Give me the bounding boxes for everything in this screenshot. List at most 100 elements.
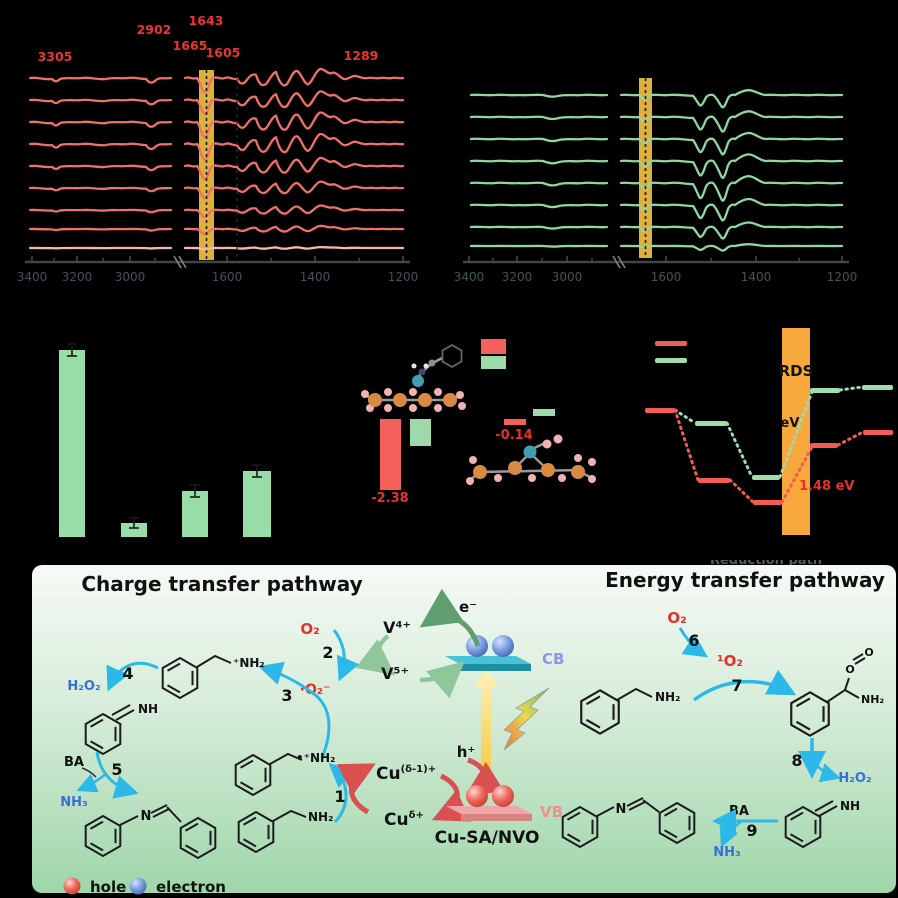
- molecule-peroxide-intermediate: O O NH₂: [790, 646, 884, 737]
- molecule-benzylimine-left: NH: [84, 702, 158, 755]
- axis-break-mark: [612, 255, 621, 269]
- step-7: 7: [731, 676, 742, 695]
- arrow-nh3-release-left: [76, 773, 107, 793]
- step-3: 3: [281, 686, 292, 705]
- molecule-radical-cation: •⁺NH₂: [234, 751, 335, 796]
- arrow-step-3: [258, 661, 331, 759]
- value-label-2: -0.14: [495, 428, 532, 443]
- ftir-trace-light: [28, 245, 405, 251]
- nh2-radical-cation-label: •⁺NH₂: [296, 751, 335, 765]
- ftir-trace: [28, 156, 405, 180]
- hole-sphere: [466, 785, 488, 807]
- catalyst-label: Cu-SA/NVO: [435, 828, 540, 848]
- ftir-traces-red: [28, 67, 405, 251]
- n-label-right: N: [616, 802, 627, 817]
- electron-symbol: e⁻: [459, 598, 477, 616]
- cu-oxidized-sup: δ+: [409, 810, 424, 821]
- ftir-trace: [469, 221, 844, 240]
- hole-legend-sphere: [63, 877, 81, 895]
- bar-2: [121, 523, 147, 537]
- tick-label: 3200: [502, 270, 533, 284]
- ev-label: eV: [781, 416, 800, 431]
- arrow-step-6: [678, 627, 708, 658]
- bar-red-1: [380, 419, 401, 490]
- panel-b-ftir-green: 3400 3200 3000 1600 1400 1200: [454, 78, 858, 284]
- arrow-v4-to-v5: [355, 634, 396, 676]
- tick-label: 1400: [300, 270, 331, 284]
- v5-label: V⁵⁺: [381, 664, 409, 683]
- cu-base: Cu: [376, 764, 401, 784]
- step-6: 6: [688, 631, 699, 650]
- ftir-trace: [469, 153, 844, 180]
- molecule-benzylimine-right: NH: [784, 799, 860, 848]
- xtick-labels-a: 3400 3200 3000 1600 1400 1200: [17, 270, 419, 284]
- ftir-trace: [469, 110, 844, 133]
- h2o2-label-left: H₂O₂: [67, 679, 100, 694]
- axis-b: [463, 255, 849, 269]
- nh2-label-center: NH₂: [308, 810, 333, 824]
- bar-green-1: [410, 419, 431, 446]
- v4-label: V⁴⁺: [383, 618, 411, 637]
- legend-line-green: [655, 358, 687, 363]
- tick-label: 3200: [62, 270, 93, 284]
- excitation-arrow: [474, 668, 498, 788]
- legend-line-red: [655, 341, 687, 346]
- tick-label: 3400: [17, 270, 48, 284]
- step-2: 2: [322, 643, 333, 662]
- arrow-cu-ox-to-red: [336, 763, 376, 815]
- arrow-cu-red-to-ox: [431, 773, 472, 822]
- step-9: 9: [746, 821, 757, 840]
- arrow-step-5: [95, 751, 139, 799]
- clipped-top-label: Reduction path: [710, 560, 822, 568]
- ftir-trace: [469, 131, 844, 156]
- panel-c-barchart: [59, 343, 271, 537]
- axis-break-mark: [617, 255, 626, 269]
- nh3-label-right: NH₃: [713, 845, 740, 860]
- bar-1: [59, 350, 85, 537]
- ftir-trace: [469, 243, 844, 252]
- molecule-benzylamine-right: NH₂: [580, 687, 680, 735]
- n-label-left: N: [141, 809, 152, 824]
- ftir-trace: [28, 90, 405, 115]
- cu-reduced-label: Cu(δ-1)+: [376, 764, 436, 784]
- hole-symbol: h⁺: [457, 743, 476, 761]
- title-charge-transfer: Charge transfer pathway: [81, 572, 362, 596]
- tick-label: 1600: [212, 270, 243, 284]
- step-5: 5: [111, 760, 122, 779]
- ftir-trace: [28, 204, 405, 219]
- cu-oxidized-label: Cuδ+: [384, 810, 424, 830]
- value-label-1: -2.38: [371, 491, 408, 506]
- molecule-product-left: N: [84, 804, 217, 859]
- bar-green-2: [533, 409, 555, 416]
- ftir-trace: [28, 224, 405, 236]
- panel-f-mechanism: Reduction path Charge transfer pathway E…: [32, 560, 896, 896]
- nh2-cation-label: ⁺NH₂: [233, 656, 265, 670]
- axis-break-mark: [173, 255, 182, 269]
- xtick-labels-b: 3400 3200 3000 1600 1400 1200: [454, 270, 858, 284]
- cu-base: Cu: [384, 810, 409, 830]
- rds-label: RDS: [779, 362, 814, 380]
- peak-label: 1289: [344, 48, 379, 63]
- ftir-trace: [28, 132, 405, 161]
- molecule-benzylamine-center: NH₂: [237, 809, 333, 853]
- legend: hole electron: [63, 877, 226, 896]
- bar-4: [243, 471, 271, 537]
- cu-atom: [523, 445, 537, 459]
- arrow-nh3-release-right: [719, 819, 743, 848]
- barrier-label: 1.48 eV: [799, 479, 854, 494]
- nh-label-right: NH: [840, 799, 860, 813]
- hole-legend-label: hole: [90, 878, 126, 896]
- ftir-traces-green: [469, 89, 844, 252]
- legend-swatch-green: [481, 356, 506, 369]
- electron-legend-sphere: [129, 877, 147, 895]
- molecule-cluster-2: [466, 434, 596, 485]
- electron-legend-label: electron: [156, 878, 226, 896]
- photon-lightning-icon: [503, 687, 550, 751]
- legend-swatch-red: [481, 339, 506, 354]
- tick-label: 3000: [552, 270, 583, 284]
- axis-break-mark: [178, 255, 187, 269]
- peak-label: 1605: [206, 45, 241, 60]
- molecule-benzylamine-cation: ⁺NH₂: [161, 654, 265, 699]
- nh3-label-left: NH₃: [60, 795, 87, 810]
